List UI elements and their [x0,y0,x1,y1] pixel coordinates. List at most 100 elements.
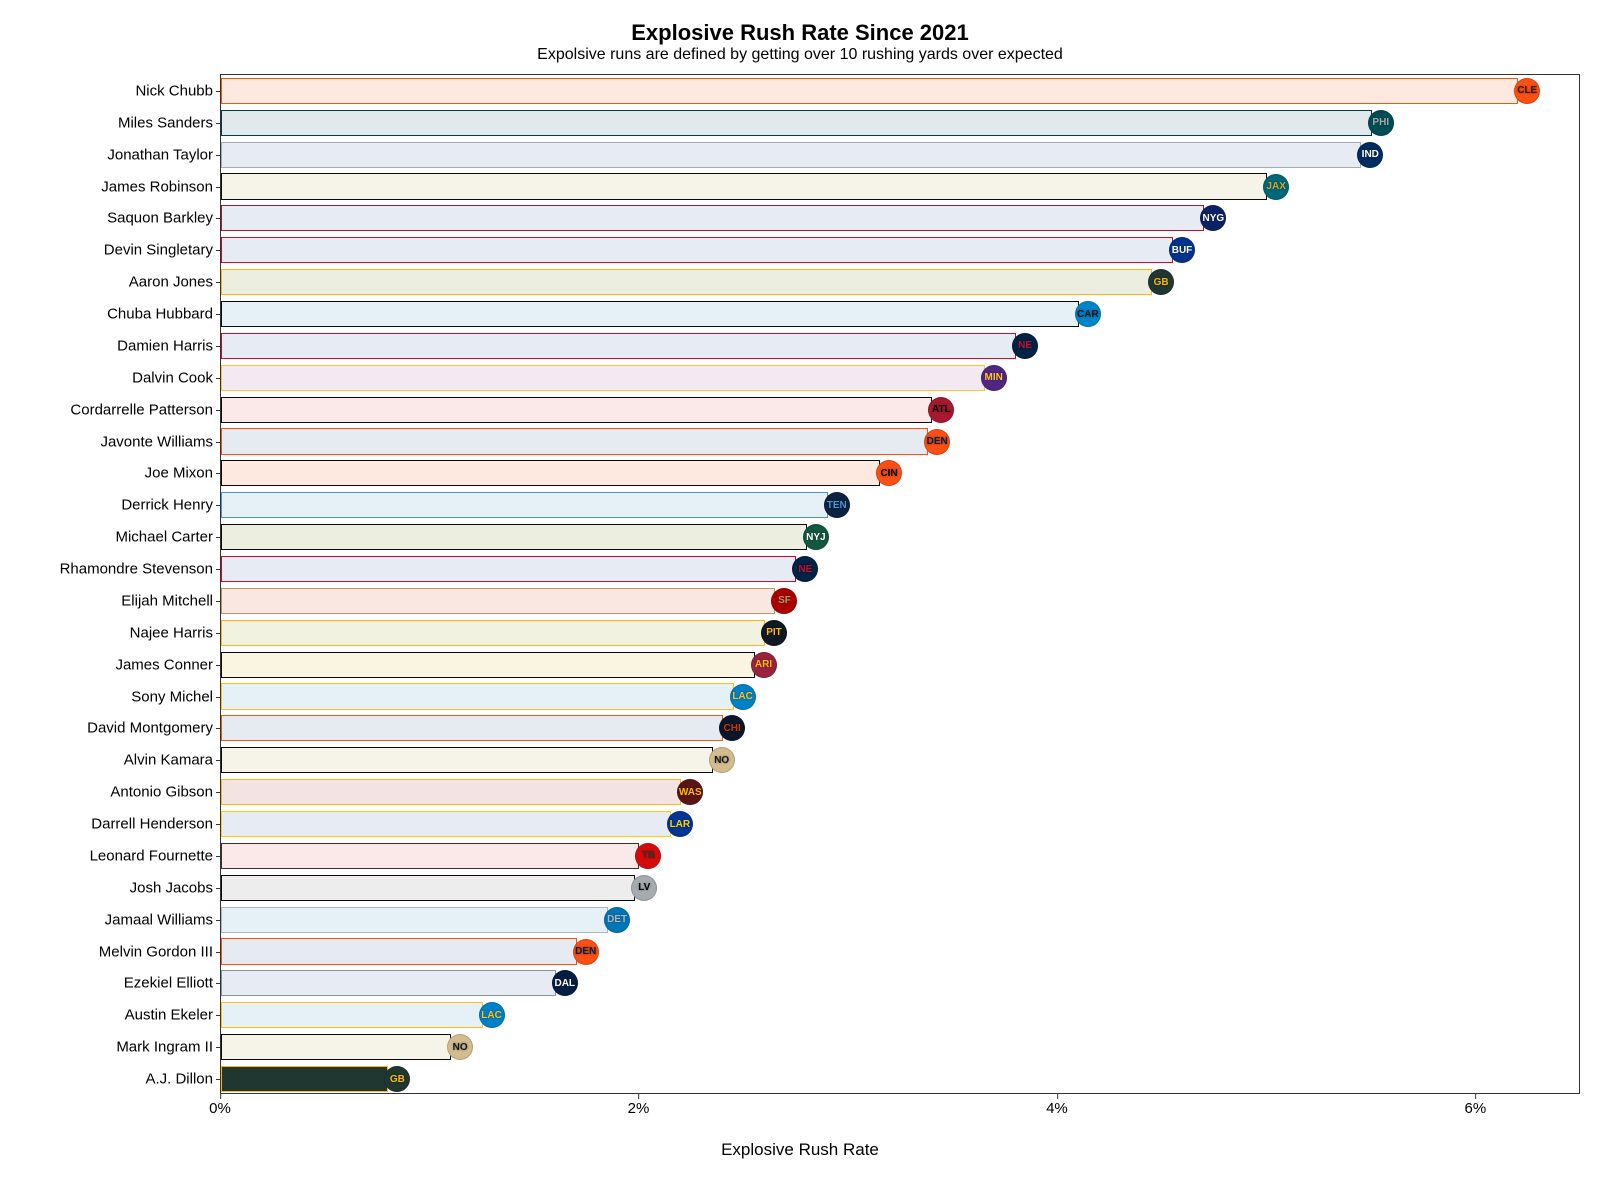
y-axis-label: Mark Ingram II [116,1039,221,1056]
team-logo-icon: DEN [924,429,950,455]
y-axis-label: Devin Singletary [104,242,221,259]
bar [221,333,1016,359]
y-axis-tick [216,123,221,124]
y-axis-label: Damien Harris [117,337,221,354]
bar [221,747,713,773]
y-axis-label: Elijah Mitchell [121,592,221,609]
team-logo-icon: NE [792,556,818,582]
y-axis-label: Darrell Henderson [91,816,221,833]
y-axis-tick [216,760,221,761]
bar-row: WAS [221,779,1579,805]
bar [221,365,985,391]
bar-row: DET [221,907,1579,933]
bar [221,1066,388,1092]
bar [221,142,1361,168]
y-axis-tick [216,378,221,379]
bar [221,715,723,741]
team-logo-icon: DAL [552,970,578,996]
x-axis-tick: 2% [628,1100,650,1117]
team-logo-icon: TEN [824,492,850,518]
bar-row: SF [221,588,1579,614]
y-axis-label: Nick Chubb [135,82,221,99]
y-axis-tick [216,856,221,857]
y-axis-label: Saquon Barkley [107,210,221,227]
team-logo-icon: LAR [667,811,693,837]
bar-row: PHI [221,110,1579,136]
bar-row: JAX [221,173,1579,199]
y-axis-label: Miles Sanders [118,114,221,131]
y-axis-label: Javonte Williams [100,433,221,450]
y-axis-tick [216,952,221,953]
bar [221,620,765,646]
y-axis-label: Michael Carter [115,529,221,546]
bar-row: CAR [221,301,1579,327]
y-axis-label: Alvin Kamara [124,752,221,769]
bar-row: TB [221,843,1579,869]
bars-layer: CLEPHIINDJAXNYGBUFGBCARNEMINATLDENCINTEN… [221,75,1579,1093]
team-logo-icon: LAC [730,684,756,710]
bar [221,1034,451,1060]
bar [221,652,755,678]
y-axis-tick [216,633,221,634]
y-axis-label: Cordarrelle Patterson [70,401,221,418]
y-axis-label: Josh Jacobs [130,879,221,896]
y-axis-tick [216,410,221,411]
bar-row: LAC [221,1002,1579,1028]
team-logo-icon: PHI [1368,110,1394,136]
team-logo-icon: JAX [1263,174,1289,200]
team-logo-icon: NO [709,747,735,773]
team-logo-icon: IND [1357,142,1383,168]
y-axis-tick [216,282,221,283]
y-axis-label: Aaron Jones [129,274,221,291]
bar [221,875,635,901]
bar-row: BUF [221,237,1579,263]
x-axis-tick: 0% [209,1100,231,1117]
y-axis-tick [216,250,221,251]
bar-row: NYG [221,205,1579,231]
y-axis-tick [216,314,221,315]
bar-row: LAR [221,811,1579,837]
bar [221,907,608,933]
bar [221,588,775,614]
team-logo-icon: WAS [677,779,703,805]
y-axis-tick [216,920,221,921]
bar [221,397,932,423]
y-axis-label: David Montgomery [87,720,221,737]
y-axis-tick [216,792,221,793]
y-axis-label: Melvin Gordon III [99,943,221,960]
x-axis: 0%2%4%6% [220,1094,1580,1134]
team-logo-icon: ARI [751,652,777,678]
team-logo-icon: BUF [1169,237,1195,263]
bar-row: IND [221,142,1579,168]
y-axis-label: Joe Mixon [145,465,221,482]
bar-row: DAL [221,970,1579,996]
y-axis-label: Chuba Hubbard [107,306,221,323]
x-axis-title: Explosive Rush Rate [20,1140,1580,1160]
chart-subtitle: Expolsive runs are defined by getting ov… [20,46,1580,64]
y-axis-tick [216,1047,221,1048]
y-axis-label: Jonathan Taylor [107,146,221,163]
bar [221,173,1267,199]
y-axis-tick [216,442,221,443]
team-logo-icon: DEN [573,939,599,965]
bar-row: NO [221,747,1579,773]
bar-row: ARI [221,652,1579,678]
y-axis-label: James Robinson [101,178,221,195]
y-axis-tick [216,473,221,474]
team-logo-icon: DET [604,907,630,933]
x-axis-tick: 4% [1046,1100,1068,1117]
team-logo-icon: ATL [928,397,954,423]
y-axis-label: Austin Ekeler [125,1007,221,1024]
bar-row: NYJ [221,524,1579,550]
bar [221,269,1152,295]
y-axis-label: Antonio Gibson [110,784,221,801]
bar [221,970,556,996]
bar [221,78,1518,104]
bar [221,779,681,805]
bar-row: LAC [221,683,1579,709]
team-logo-icon: CIN [876,460,902,486]
bar [221,811,671,837]
y-axis-tick [216,665,221,666]
bar [221,938,577,964]
bar [221,1002,483,1028]
